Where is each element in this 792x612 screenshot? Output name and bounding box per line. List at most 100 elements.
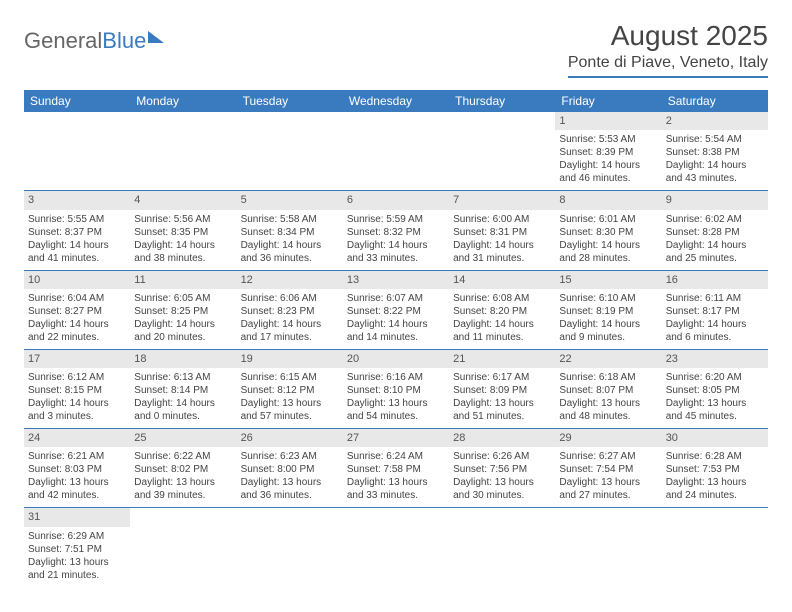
day-details: Sunrise: 6:08 AMSunset: 8:20 PMDaylight:… <box>449 289 555 349</box>
daylight-text-2: and 24 minutes. <box>666 489 764 502</box>
calendar-day-cell: 6Sunrise: 5:59 AMSunset: 8:32 PMDaylight… <box>343 191 449 270</box>
day-details: Sunrise: 6:26 AMSunset: 7:56 PMDaylight:… <box>449 447 555 507</box>
day-number: 22 <box>555 350 661 368</box>
day-details: Sunrise: 6:29 AMSunset: 7:51 PMDaylight:… <box>24 527 130 587</box>
daylight-text-2: and 45 minutes. <box>666 410 764 423</box>
day-number: 13 <box>343 271 449 289</box>
sunset-text: Sunset: 8:15 PM <box>28 384 126 397</box>
daylight-text: Daylight: 14 hours <box>559 318 657 331</box>
sunset-text: Sunset: 8:07 PM <box>559 384 657 397</box>
daylight-text-2: and 27 minutes. <box>559 489 657 502</box>
day-number: 18 <box>130 350 236 368</box>
calendar-day-cell: 31Sunrise: 6:29 AMSunset: 7:51 PMDayligh… <box>24 508 130 587</box>
day-details: Sunrise: 5:55 AMSunset: 8:37 PMDaylight:… <box>24 210 130 270</box>
calendar-day-cell: 2Sunrise: 5:54 AMSunset: 8:38 PMDaylight… <box>662 112 768 191</box>
day-details: Sunrise: 6:10 AMSunset: 8:19 PMDaylight:… <box>555 289 661 349</box>
calendar-day-cell: 25Sunrise: 6:22 AMSunset: 8:02 PMDayligh… <box>130 429 236 508</box>
calendar-day-cell: 13Sunrise: 6:07 AMSunset: 8:22 PMDayligh… <box>343 270 449 349</box>
sunrise-text: Sunrise: 6:28 AM <box>666 450 764 463</box>
calendar-day-cell: 3Sunrise: 5:55 AMSunset: 8:37 PMDaylight… <box>24 191 130 270</box>
sunset-text: Sunset: 8:28 PM <box>666 226 764 239</box>
sunset-text: Sunset: 8:17 PM <box>666 305 764 318</box>
sunrise-text: Sunrise: 6:04 AM <box>28 292 126 305</box>
sunrise-text: Sunrise: 6:01 AM <box>559 213 657 226</box>
daylight-text: Daylight: 14 hours <box>241 318 339 331</box>
sunset-text: Sunset: 8:27 PM <box>28 305 126 318</box>
sunset-text: Sunset: 8:02 PM <box>134 463 232 476</box>
calendar-empty-cell <box>343 508 449 587</box>
daylight-text-2: and 48 minutes. <box>559 410 657 423</box>
sunset-text: Sunset: 8:23 PM <box>241 305 339 318</box>
sunset-text: Sunset: 8:38 PM <box>666 146 764 159</box>
sunrise-text: Sunrise: 6:17 AM <box>453 371 551 384</box>
weekday-header: Friday <box>555 90 661 112</box>
sunrise-text: Sunrise: 6:16 AM <box>347 371 445 384</box>
sunrise-text: Sunrise: 6:08 AM <box>453 292 551 305</box>
daylight-text: Daylight: 14 hours <box>241 239 339 252</box>
sunset-text: Sunset: 7:58 PM <box>347 463 445 476</box>
day-number: 7 <box>449 191 555 209</box>
day-details: Sunrise: 6:05 AMSunset: 8:25 PMDaylight:… <box>130 289 236 349</box>
sunset-text: Sunset: 8:32 PM <box>347 226 445 239</box>
day-number: 17 <box>24 350 130 368</box>
location: Ponte di Piave, Veneto, Italy <box>568 54 768 78</box>
daylight-text: Daylight: 13 hours <box>28 476 126 489</box>
daylight-text: Daylight: 13 hours <box>241 397 339 410</box>
daylight-text: Daylight: 13 hours <box>453 476 551 489</box>
calendar-day-cell: 16Sunrise: 6:11 AMSunset: 8:17 PMDayligh… <box>662 270 768 349</box>
day-number: 12 <box>237 271 343 289</box>
day-number: 23 <box>662 350 768 368</box>
calendar-day-cell: 9Sunrise: 6:02 AMSunset: 8:28 PMDaylight… <box>662 191 768 270</box>
daylight-text: Daylight: 13 hours <box>666 476 764 489</box>
logo-triangle-icon <box>148 31 164 43</box>
daylight-text: Daylight: 14 hours <box>347 318 445 331</box>
calendar-empty-cell <box>555 508 661 587</box>
calendar-day-cell: 23Sunrise: 6:20 AMSunset: 8:05 PMDayligh… <box>662 349 768 428</box>
day-details: Sunrise: 5:58 AMSunset: 8:34 PMDaylight:… <box>237 210 343 270</box>
sunrise-text: Sunrise: 6:18 AM <box>559 371 657 384</box>
day-number: 20 <box>343 350 449 368</box>
daylight-text: Daylight: 13 hours <box>134 476 232 489</box>
sunrise-text: Sunrise: 5:55 AM <box>28 213 126 226</box>
sunset-text: Sunset: 8:37 PM <box>28 226 126 239</box>
daylight-text-2: and 41 minutes. <box>28 252 126 265</box>
sunset-text: Sunset: 8:10 PM <box>347 384 445 397</box>
sunrise-text: Sunrise: 6:00 AM <box>453 213 551 226</box>
daylight-text: Daylight: 14 hours <box>666 239 764 252</box>
calendar-empty-cell <box>24 112 130 191</box>
calendar-week-row: 10Sunrise: 6:04 AMSunset: 8:27 PMDayligh… <box>24 270 768 349</box>
daylight-text: Daylight: 14 hours <box>28 239 126 252</box>
sunset-text: Sunset: 8:19 PM <box>559 305 657 318</box>
sunset-text: Sunset: 8:03 PM <box>28 463 126 476</box>
sunset-text: Sunset: 8:22 PM <box>347 305 445 318</box>
day-details: Sunrise: 6:02 AMSunset: 8:28 PMDaylight:… <box>662 210 768 270</box>
daylight-text: Daylight: 14 hours <box>134 239 232 252</box>
sunset-text: Sunset: 8:31 PM <box>453 226 551 239</box>
day-number: 25 <box>130 429 236 447</box>
daylight-text-2: and 36 minutes. <box>241 489 339 502</box>
sunrise-text: Sunrise: 6:13 AM <box>134 371 232 384</box>
day-details: Sunrise: 6:24 AMSunset: 7:58 PMDaylight:… <box>343 447 449 507</box>
daylight-text: Daylight: 14 hours <box>666 159 764 172</box>
logo-text-1: General <box>24 28 102 54</box>
daylight-text: Daylight: 14 hours <box>666 318 764 331</box>
day-number: 21 <box>449 350 555 368</box>
day-number: 8 <box>555 191 661 209</box>
daylight-text-2: and 51 minutes. <box>453 410 551 423</box>
sunset-text: Sunset: 8:14 PM <box>134 384 232 397</box>
day-details: Sunrise: 5:53 AMSunset: 8:39 PMDaylight:… <box>555 130 661 190</box>
daylight-text-2: and 6 minutes. <box>666 331 764 344</box>
sunset-text: Sunset: 8:35 PM <box>134 226 232 239</box>
daylight-text-2: and 43 minutes. <box>666 172 764 185</box>
weekday-header: Sunday <box>24 90 130 112</box>
day-details: Sunrise: 6:28 AMSunset: 7:53 PMDaylight:… <box>662 447 768 507</box>
sunrise-text: Sunrise: 6:10 AM <box>559 292 657 305</box>
daylight-text-2: and 0 minutes. <box>134 410 232 423</box>
sunrise-text: Sunrise: 6:02 AM <box>666 213 764 226</box>
sunrise-text: Sunrise: 6:26 AM <box>453 450 551 463</box>
calendar-empty-cell <box>343 112 449 191</box>
day-details: Sunrise: 6:15 AMSunset: 8:12 PMDaylight:… <box>237 368 343 428</box>
daylight-text: Daylight: 13 hours <box>453 397 551 410</box>
sunrise-text: Sunrise: 6:29 AM <box>28 530 126 543</box>
day-number: 24 <box>24 429 130 447</box>
